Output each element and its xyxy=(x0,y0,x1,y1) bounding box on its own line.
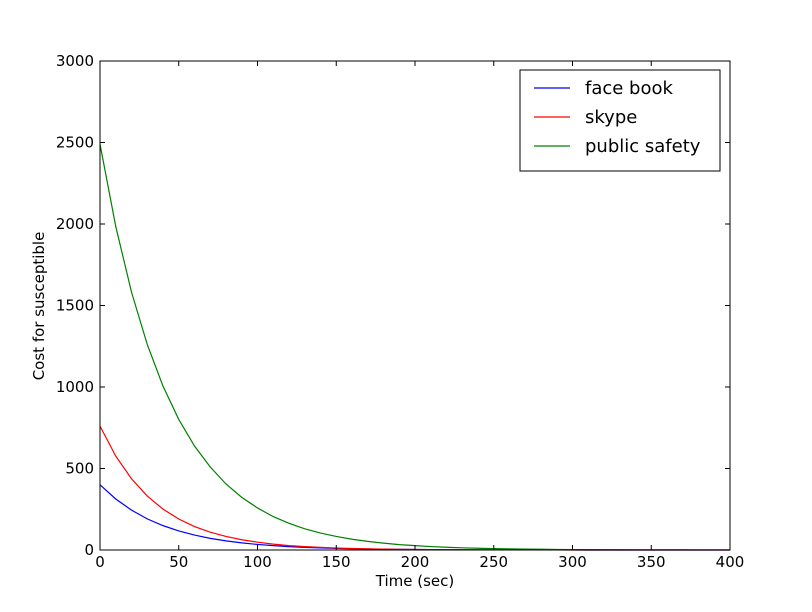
x-tick-label: 150 xyxy=(322,553,351,571)
x-tick-label: 200 xyxy=(401,553,430,571)
y-tick-label: 0 xyxy=(84,541,94,559)
x-tick-label: 50 xyxy=(169,553,188,571)
line xyxy=(99,144,731,551)
legend-label: public safety xyxy=(585,136,701,157)
legend-box xyxy=(519,69,721,172)
x-tick-label: 250 xyxy=(479,553,508,571)
legend-label: skype xyxy=(585,107,637,128)
y-tick-label: 1500 xyxy=(56,297,94,315)
y-tick-label: 1000 xyxy=(56,378,94,396)
x-tick-label: 400 xyxy=(716,553,745,571)
x-tick-label: 0 xyxy=(95,553,105,571)
x-tick-label: 100 xyxy=(243,553,272,571)
y-tick-label: 500 xyxy=(65,460,94,478)
x-tick-label: 350 xyxy=(637,553,666,571)
y-tick-label: 2500 xyxy=(56,134,94,152)
x-axis-label: Time (sec) xyxy=(375,572,454,590)
y-tick-label: 2000 xyxy=(56,215,94,233)
y-axis-label: Cost for susceptible xyxy=(30,232,48,381)
y-tick-label: 3000 xyxy=(56,52,94,70)
line xyxy=(99,484,730,551)
legend-label: face book xyxy=(585,78,674,99)
line xyxy=(99,425,730,551)
x-tick-label: 300 xyxy=(558,553,587,571)
